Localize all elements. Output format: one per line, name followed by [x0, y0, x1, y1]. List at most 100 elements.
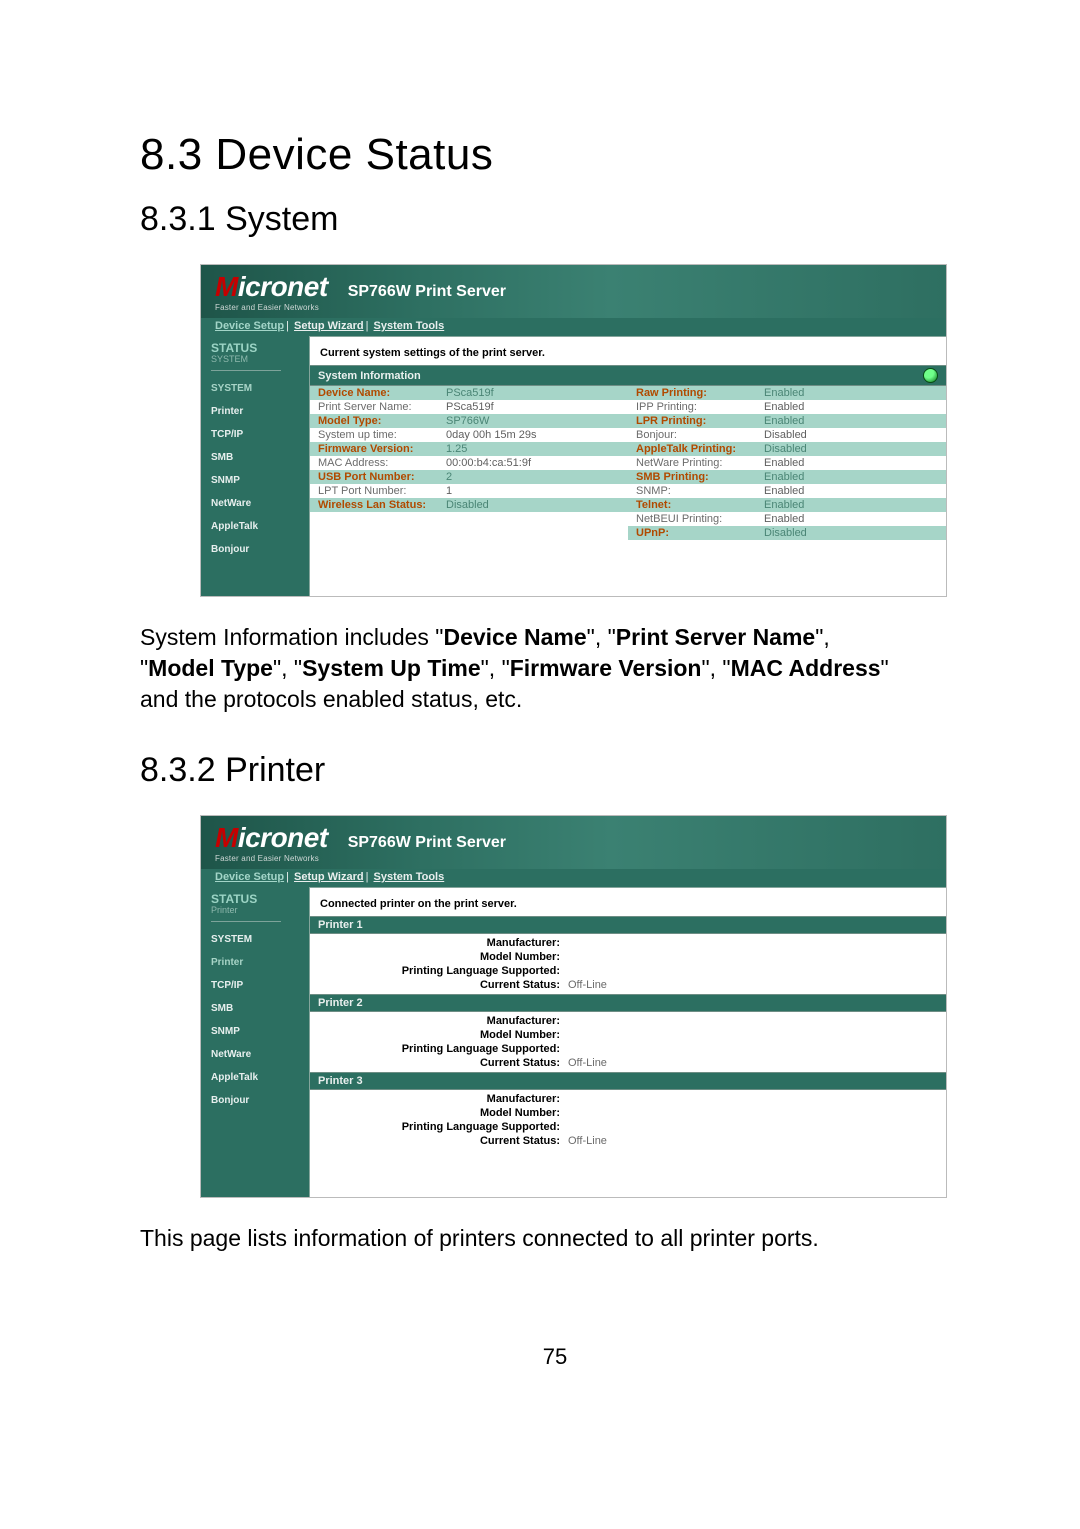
- info-row: System up time:0day 00h 15m 29s: [310, 428, 628, 442]
- sidebar-item-printer[interactable]: Printer: [211, 951, 303, 974]
- printer-panel-header: Printer 2: [310, 994, 946, 1012]
- info-value: Enabled: [764, 401, 946, 413]
- info-label: Model Type:: [310, 415, 446, 427]
- nav-setup-wizard[interactable]: Setup Wizard: [294, 871, 364, 883]
- sidebar-item-bonjour[interactable]: Bonjour: [211, 1089, 303, 1112]
- info-value: Disabled: [764, 527, 946, 539]
- nav-system-tools[interactable]: System Tools: [374, 320, 445, 332]
- info-value: Enabled: [764, 387, 946, 399]
- screenshot-system: Micronet Faster and Easier Networks SP76…: [200, 264, 947, 597]
- printer-panel-body: Manufacturer:Model Number:Printing Langu…: [310, 934, 946, 994]
- sidebar-item-smb[interactable]: SMB: [211, 446, 303, 469]
- printer-field-row: Model Number:: [310, 1028, 946, 1042]
- printer-panel-header: Printer 1: [310, 916, 946, 934]
- screenshot-printer: Micronet Faster and Easier Networks SP76…: [200, 815, 947, 1198]
- product-title: SP766W Print Server: [348, 283, 506, 301]
- heading-8-3-1: 8.3.1 System: [140, 200, 970, 239]
- sidebar-item-label: Printer: [211, 957, 243, 968]
- printer-field-row: Model Number:: [310, 950, 946, 964]
- brand-tagline: Faster and Easier Networks: [215, 854, 328, 863]
- info-row: Model Type:SP766W: [310, 414, 628, 428]
- nav-device-setup[interactable]: Device Setup: [215, 320, 284, 332]
- info-value: 2: [446, 471, 628, 483]
- brand-logo: Micronet Faster and Easier Networks: [215, 273, 328, 312]
- info-label: Raw Printing:: [628, 387, 764, 399]
- info-row: MAC Address:00:00:b4:ca:51:9f: [310, 456, 628, 470]
- printer-field-row: Manufacturer:: [310, 1092, 946, 1106]
- nav-setup-wizard[interactable]: Setup Wizard: [294, 320, 364, 332]
- sidebar-item-tcp-ip[interactable]: TCP/IP: [211, 974, 303, 997]
- info-label: SNMP:: [628, 485, 764, 497]
- sidebar: STATUS Printer SYSTEMPrinterTCP/IPSMBSNM…: [201, 887, 309, 1197]
- printer-field-value: [566, 1043, 946, 1055]
- content-title: Connected printer on the print server.: [310, 894, 946, 916]
- sidebar-item-appletalk[interactable]: AppleTalk: [211, 515, 303, 538]
- sidebar-item-label: Bonjour: [211, 544, 249, 555]
- info-value: 1.25: [446, 443, 628, 455]
- sidebar-item-bonjour[interactable]: Bonjour: [211, 538, 303, 561]
- sidebar-item-appletalk[interactable]: AppleTalk: [211, 1066, 303, 1089]
- info-row: NetBEUI Printing:Enabled: [628, 512, 946, 526]
- sidebar-item-netware[interactable]: NetWare: [211, 1043, 303, 1066]
- printer-field-value: [566, 1121, 946, 1133]
- info-label: LPT Port Number:: [310, 485, 446, 497]
- info-label: LPR Printing:: [628, 415, 764, 427]
- info-value: Enabled: [764, 513, 946, 525]
- printer-field-label: Printing Language Supported:: [310, 1043, 566, 1055]
- product-title: SP766W Print Server: [348, 834, 506, 852]
- info-value: 1: [446, 485, 628, 497]
- info-row: Wireless Lan Status:Disabled: [310, 498, 628, 512]
- sidebar-item-system[interactable]: SYSTEM: [211, 377, 303, 400]
- sidebar-item-label: Bonjour: [211, 1095, 249, 1106]
- printer-field-value: [566, 1015, 946, 1027]
- brand-tagline: Faster and Easier Networks: [215, 303, 328, 312]
- info-value: Disabled: [446, 499, 628, 511]
- sidebar-item-label: SMB: [211, 1003, 233, 1014]
- info-label: SMB Printing:: [628, 471, 764, 483]
- info-label: Telnet:: [628, 499, 764, 511]
- printer-field-label: Current Status:: [310, 1135, 566, 1147]
- content-pane: Connected printer on the print server. P…: [309, 887, 946, 1197]
- sidebar-item-label: AppleTalk: [211, 1072, 258, 1083]
- sidebar-item-label: SMB: [211, 452, 233, 463]
- printer-field-label: Model Number:: [310, 1029, 566, 1041]
- content-title: Current system settings of the print ser…: [310, 343, 946, 365]
- printer-field-row: Printing Language Supported:: [310, 964, 946, 978]
- sidebar-item-label: SYSTEM: [211, 934, 252, 945]
- sidebar-item-label: SYSTEM: [211, 383, 252, 394]
- printer-field-label: Printing Language Supported:: [310, 965, 566, 977]
- info-value: PSca519f: [446, 387, 628, 399]
- sidebar-item-netware[interactable]: NetWare: [211, 492, 303, 515]
- refresh-icon[interactable]: [923, 368, 938, 383]
- page-number: 75: [140, 1344, 970, 1370]
- printer-field-value: [566, 965, 946, 977]
- printer-field-row: Current Status:Off-Line: [310, 1134, 946, 1148]
- printer-panel-header: Printer 3: [310, 1072, 946, 1090]
- screenshot-header: Micronet Faster and Easier Networks SP76…: [201, 816, 946, 869]
- sidebar-item-printer[interactable]: Printer: [211, 400, 303, 423]
- sidebar-item-label: NetWare: [211, 1049, 251, 1060]
- sidebar-item-smb[interactable]: SMB: [211, 997, 303, 1020]
- printer-field-value: [566, 1107, 946, 1119]
- sidebar-item-snmp[interactable]: SNMP: [211, 1020, 303, 1043]
- printer-field-label: Printing Language Supported:: [310, 1121, 566, 1133]
- info-label: UPnP:: [628, 527, 764, 539]
- nav-device-setup[interactable]: Device Setup: [215, 871, 284, 883]
- info-value: PSca519f: [446, 401, 628, 413]
- heading-8-3: 8.3 Device Status: [140, 130, 970, 180]
- sidebar-status: STATUS SYSTEM: [211, 342, 303, 364]
- info-row: IPP Printing:Enabled: [628, 400, 946, 414]
- sidebar-item-system[interactable]: SYSTEM: [211, 928, 303, 951]
- info-row: AppleTalk Printing:Disabled: [628, 442, 946, 456]
- info-value: SP766W: [446, 415, 628, 427]
- sidebar-item-snmp[interactable]: SNMP: [211, 469, 303, 492]
- nav-system-tools[interactable]: System Tools: [374, 871, 445, 883]
- paragraph-system-info: System Information includes "Device Name…: [140, 622, 910, 715]
- info-label: NetBEUI Printing:: [628, 513, 764, 525]
- printer-field-label: Model Number:: [310, 1107, 566, 1119]
- info-value: Enabled: [764, 471, 946, 483]
- info-value: Disabled: [764, 429, 946, 441]
- info-row: LPT Port Number:1: [310, 484, 628, 498]
- info-label: AppleTalk Printing:: [628, 443, 764, 455]
- sidebar-item-tcp-ip[interactable]: TCP/IP: [211, 423, 303, 446]
